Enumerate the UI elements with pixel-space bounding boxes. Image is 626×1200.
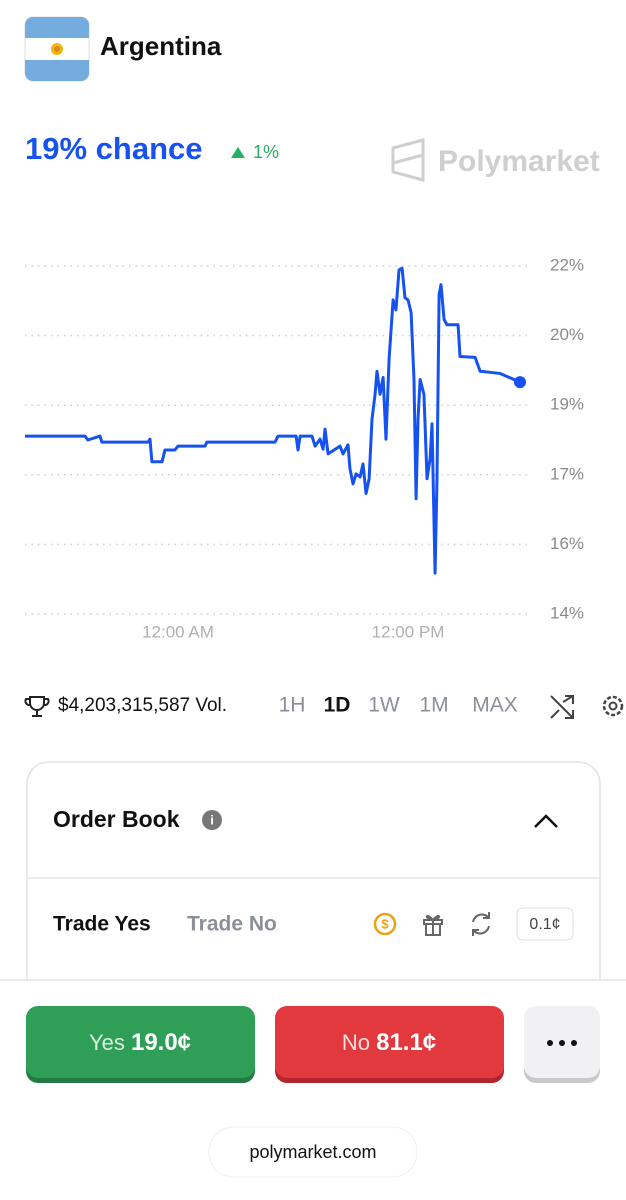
x-tick-label: 12:00 PM bbox=[372, 622, 445, 641]
brand: Polymarket bbox=[438, 145, 600, 178]
y-tick-label: 14% bbox=[550, 603, 584, 622]
range-button[interactable]: 1H bbox=[279, 694, 306, 717]
chance: 19% chance bbox=[25, 131, 203, 166]
info-glyph: i bbox=[210, 812, 214, 827]
order-book-title[interactable]: Order Book bbox=[53, 806, 180, 832]
trophy-icon bbox=[24, 696, 50, 717]
range-button[interactable]: MAX bbox=[472, 694, 518, 717]
chance-change: 1% bbox=[253, 142, 279, 162]
x-tick-label: 12:00 AM bbox=[142, 622, 214, 641]
y-tick-label: 16% bbox=[550, 534, 584, 553]
info-icon[interactable] bbox=[202, 810, 222, 830]
brand-logo bbox=[391, 138, 425, 182]
no-price: No 81.1¢ bbox=[342, 1029, 436, 1056]
volume: $4,203,315,587 Vol. bbox=[58, 695, 227, 716]
settings-button[interactable] bbox=[602, 695, 624, 717]
rewards-glyph: $ bbox=[381, 916, 389, 931]
collapse-button[interactable] bbox=[534, 814, 558, 828]
flag bbox=[24, 16, 90, 82]
tick-size: 0.1¢ bbox=[529, 916, 560, 933]
yes-button[interactable] bbox=[26, 1006, 255, 1078]
range-button[interactable]: 1D bbox=[324, 694, 351, 717]
shuffle-button[interactable] bbox=[550, 695, 574, 719]
y-tick-label: 19% bbox=[550, 395, 584, 414]
yes-price: Yes 19.0¢ bbox=[89, 1029, 191, 1056]
tab-trade-yes[interactable]: Trade Yes bbox=[53, 913, 151, 936]
y-tick-label: 17% bbox=[550, 464, 584, 483]
range-button[interactable]: 1M bbox=[419, 694, 448, 717]
market-title: Argentina bbox=[100, 31, 222, 61]
settings-center bbox=[608, 701, 618, 711]
last-point bbox=[514, 376, 526, 389]
refresh-icon[interactable] bbox=[472, 912, 490, 936]
range-button[interactable]: 1W bbox=[368, 694, 400, 717]
y-tick-label: 20% bbox=[550, 325, 584, 344]
no-label: No bbox=[342, 1030, 370, 1055]
more-dots bbox=[547, 1040, 577, 1046]
tab-trade-no[interactable]: Trade No bbox=[187, 913, 277, 936]
url: polymarket.com bbox=[249, 1142, 376, 1162]
url-pill bbox=[208, 1126, 418, 1178]
tick-size-box[interactable] bbox=[516, 907, 574, 941]
no-button[interactable] bbox=[275, 1006, 504, 1078]
up-arrow bbox=[231, 147, 245, 158]
yes-value: 19.0¢ bbox=[131, 1029, 191, 1056]
price-line bbox=[25, 266, 521, 575]
y-tick-label: 22% bbox=[550, 255, 584, 274]
chart: 14% 16% 17% 19% 20% 22% 12:00 AM 12:00 PM bbox=[25, 255, 584, 641]
yes-label: Yes bbox=[89, 1030, 125, 1055]
rewards-icon[interactable] bbox=[373, 912, 397, 936]
gift-icon[interactable] bbox=[423, 914, 443, 936]
no-value: 81.1¢ bbox=[376, 1029, 436, 1056]
